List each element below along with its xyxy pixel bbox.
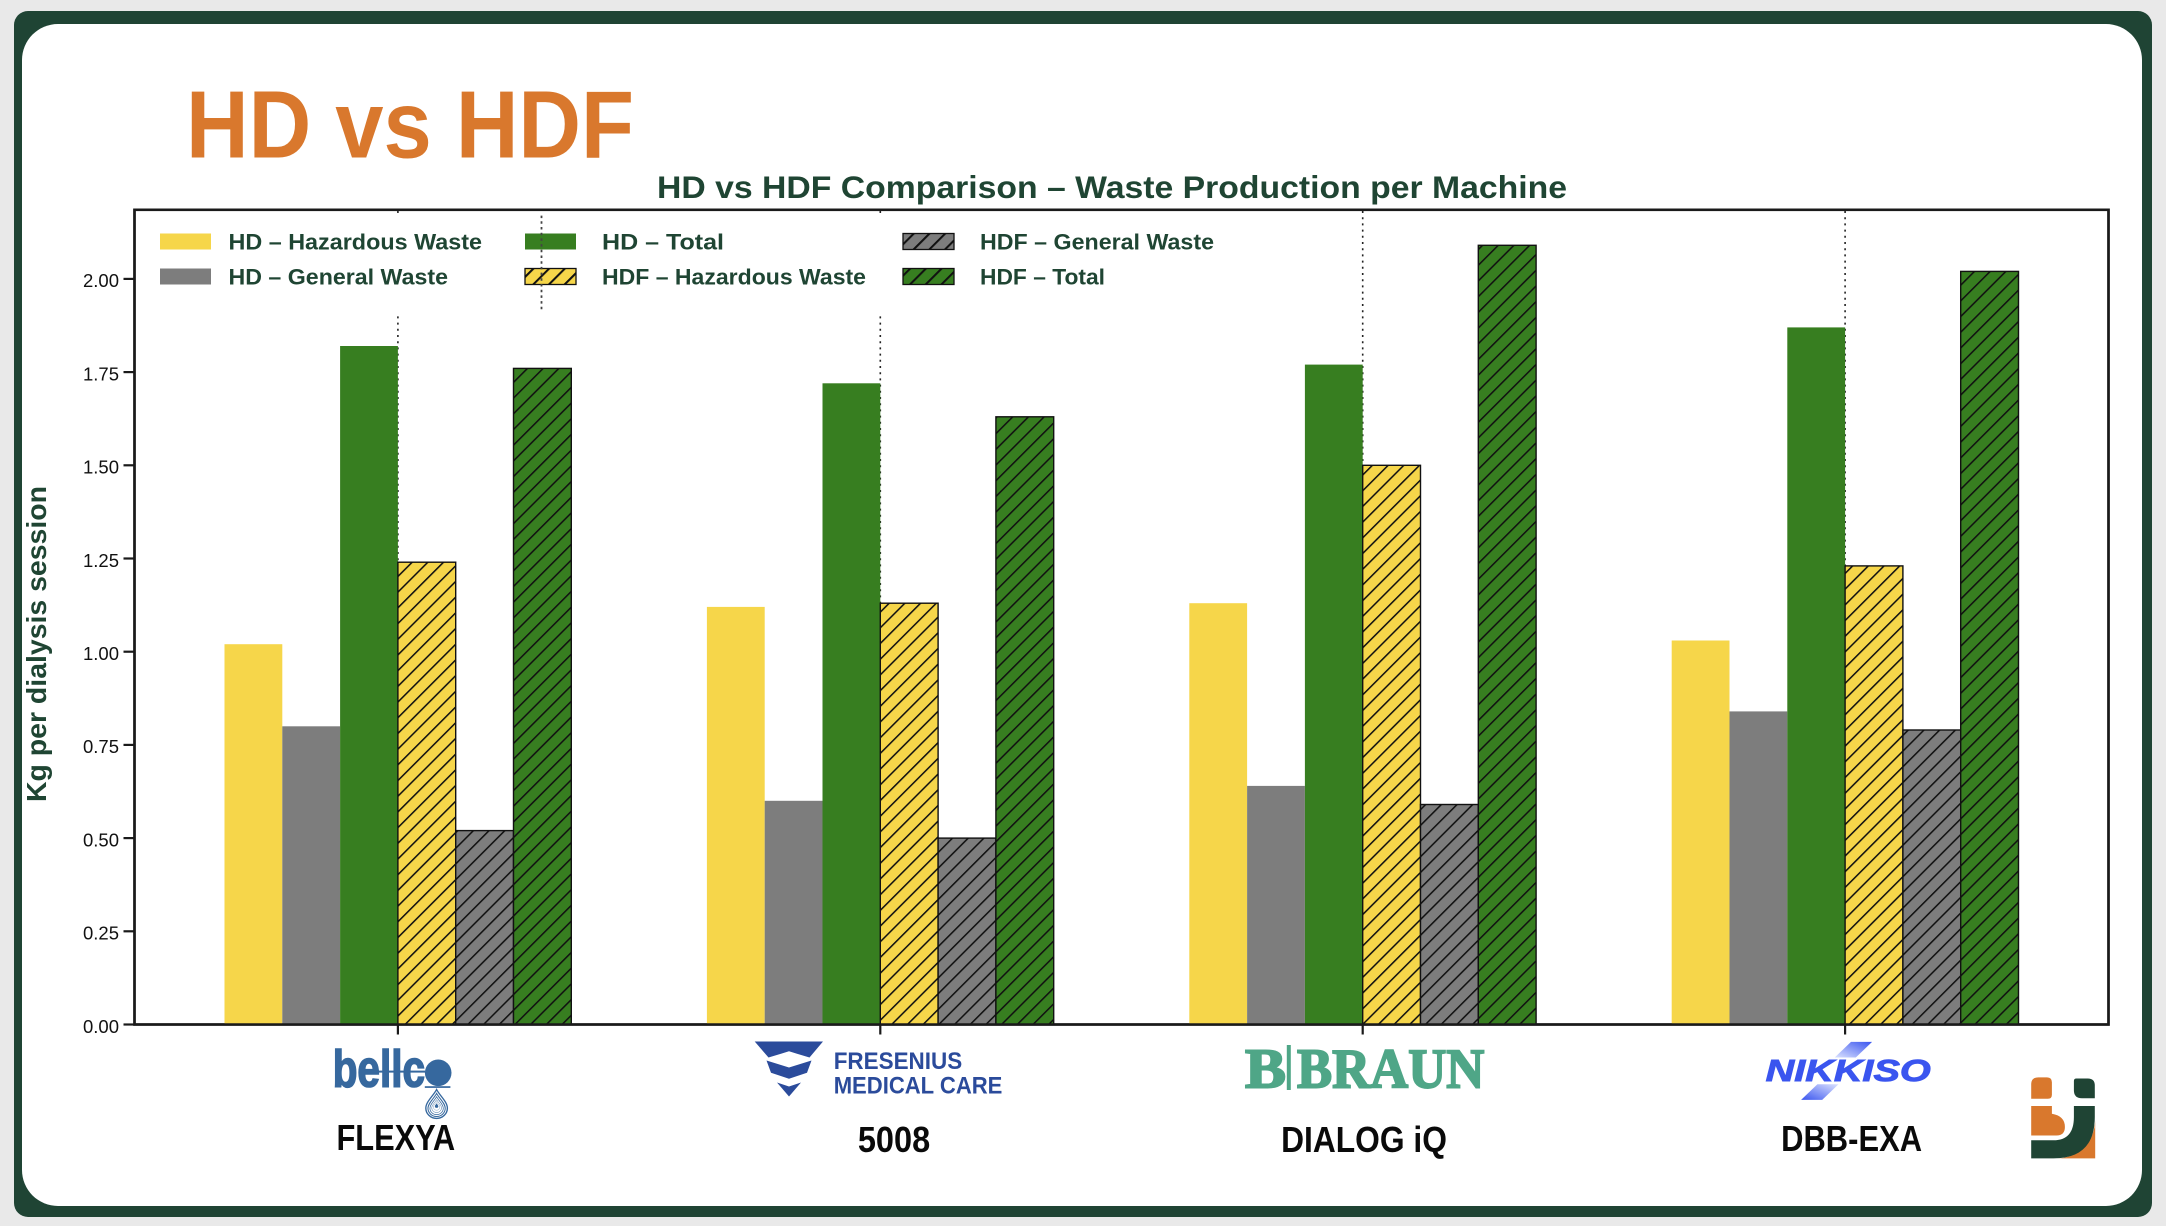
svg-text:1.75: 1.75 [83,363,119,384]
svg-text:Kg per dialysis session: Kg per dialysis session [21,486,52,802]
svg-text:bellc: bellc [333,1041,425,1099]
svg-text:1.50: 1.50 [83,457,119,478]
svg-text:DBB-EXA: DBB-EXA [1781,1118,1922,1159]
svg-text:NIKKISO: NIKKISO [1766,1053,1931,1088]
svg-text:2.00: 2.00 [83,270,119,291]
svg-text:0.25: 0.25 [83,923,119,944]
svg-text:FRESENIUS: FRESENIUS [834,1048,963,1075]
svg-text:HD – Total: HD – Total [602,230,724,255]
svg-text:5008: 5008 [858,1119,930,1160]
svg-text:HD – General Waste: HD – General Waste [229,265,449,290]
svg-text:HD vs HDF: HD vs HDF [186,71,634,178]
svg-text:FLEXYA: FLEXYA [336,1117,455,1158]
svg-text:0.75: 0.75 [83,736,119,757]
svg-text:0.00: 0.00 [83,1016,119,1037]
svg-text:1.00: 1.00 [83,643,119,664]
svg-text:0.50: 0.50 [83,829,119,850]
svg-text:DIALOG iQ: DIALOG iQ [1281,1119,1447,1160]
svg-text:HDF – Hazardous Waste: HDF – Hazardous Waste [602,265,866,290]
svg-text:HDF – Total: HDF – Total [980,265,1105,290]
svg-text:HD vs HDF Comparison – Waste P: HD vs HDF Comparison – Waste Production … [657,169,1567,205]
svg-text:HDF – General Waste: HDF – General Waste [980,230,1214,255]
svg-text:BRAUN: BRAUN [1297,1038,1484,1100]
svg-text:MEDICAL CARE: MEDICAL CARE [834,1072,1003,1099]
svg-text:1.25: 1.25 [83,550,119,571]
svg-text:B: B [1245,1038,1286,1100]
svg-text:HD – Hazardous Waste: HD – Hazardous Waste [229,230,483,255]
